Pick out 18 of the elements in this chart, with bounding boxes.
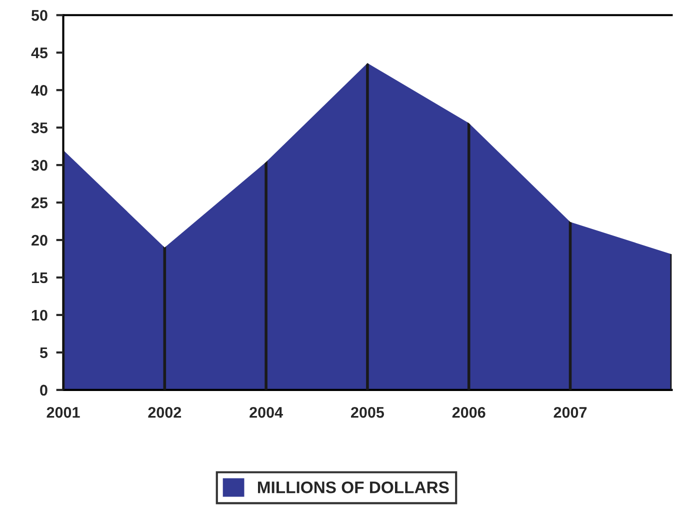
x-tick-label: 2004 bbox=[250, 407, 283, 418]
x-tick-label: 2001 bbox=[46, 407, 80, 418]
x-tick-label: 2005 bbox=[350, 407, 384, 418]
y-tick-label: 35 bbox=[31, 122, 48, 134]
y-tick-label: 10 bbox=[32, 310, 48, 321]
x-tick-label: 2007 bbox=[554, 407, 587, 418]
legend-label: MILLIONS OF DOLLARS bbox=[258, 481, 449, 494]
y-tick-label: 50 bbox=[31, 10, 48, 21]
x-tick-label: 2002 bbox=[148, 407, 182, 418]
y-tick-label: 0 bbox=[40, 384, 48, 396]
y-tick-label: 25 bbox=[32, 197, 48, 208]
y-tick-label: 45 bbox=[31, 48, 48, 58]
y-tick-label: 20 bbox=[32, 234, 48, 246]
y-tick-label: 40 bbox=[31, 84, 48, 96]
y-tick-label: 15 bbox=[32, 272, 48, 284]
y-tick-label: 5 bbox=[40, 347, 48, 358]
x-tick-label: 2006 bbox=[452, 407, 486, 418]
y-tick-label: 30 bbox=[31, 160, 48, 171]
